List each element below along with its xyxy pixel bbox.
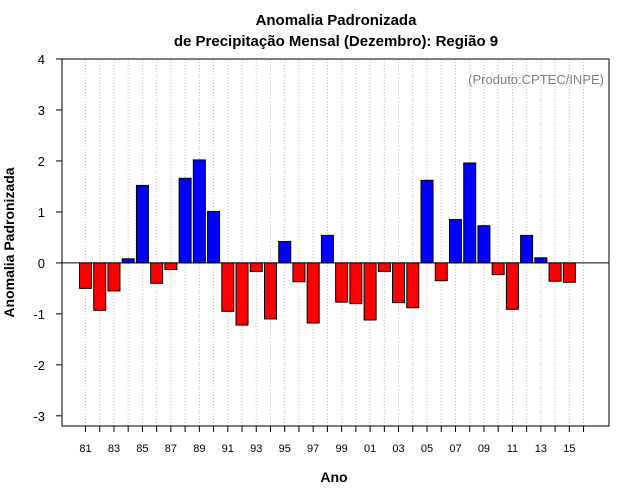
bar-97 (306, 262, 320, 324)
x-tick-label: 95 (279, 443, 291, 455)
bar-82 (93, 262, 107, 311)
grid-lines (85, 59, 585, 426)
x-tick-label: 91 (222, 443, 234, 455)
y-tick-label: -2 (33, 358, 45, 373)
bar-86 (150, 262, 164, 284)
bar-03 (392, 262, 406, 304)
bar-06 (434, 262, 448, 282)
x-tick-label: 93 (250, 443, 262, 455)
x-tick-label: 87 (165, 443, 177, 455)
bar-13 (534, 257, 548, 264)
bar-92 (235, 262, 249, 326)
x-tick-label: 09 (478, 443, 490, 455)
bar-99 (335, 262, 349, 303)
x-tick-label: 99 (336, 443, 348, 455)
y-tick-label: 1 (38, 205, 45, 220)
bar-93 (249, 262, 263, 273)
bar-88 (178, 177, 192, 264)
y-tick-label: 0 (38, 256, 45, 271)
bar-81 (79, 262, 92, 289)
bar-84 (121, 258, 135, 264)
chart-title-line1: Anomalia Padronizada (256, 12, 418, 29)
y-tick-label: -3 (33, 409, 45, 424)
bar-87 (164, 262, 178, 271)
bar-94 (263, 262, 277, 320)
bar-04 (406, 262, 420, 309)
source-annotation: (Produto:CPTEC/INPE) (468, 72, 604, 87)
y-tick-label: 2 (38, 154, 45, 169)
x-axis: 81 83 85 87 89 91 93 95 97 99 01 03 05 07 09 11 13 15 (79, 426, 585, 455)
bar-85 (135, 184, 149, 264)
bar-14 (548, 262, 562, 282)
bar-83 (107, 262, 121, 292)
x-tick-label: 11 (507, 443, 518, 455)
bar-95 (278, 240, 292, 264)
x-tick-label: 15 (563, 443, 575, 455)
x-tick-label: 97 (307, 443, 319, 455)
bar-00 (349, 262, 363, 305)
chart-title-line2: de Precipitação Mensal (Dezembro): Regiã… (174, 33, 498, 50)
x-tick-label: 01 (364, 443, 376, 455)
bar-98 (320, 234, 334, 264)
bar-02 (377, 262, 391, 273)
x-tick-label: 81 (79, 443, 91, 455)
y-axis-label: Anomalia Padronizada (1, 167, 17, 317)
bar-01 (363, 262, 377, 321)
x-axis-label: Ano (320, 469, 347, 485)
bar-15 (562, 262, 576, 283)
bar-09 (477, 225, 491, 264)
y-tick-label: 3 (38, 103, 45, 118)
bar-10 (491, 262, 505, 276)
x-tick-label: 03 (392, 443, 404, 455)
y-tick-label: 4 (38, 52, 45, 67)
bar-12 (520, 234, 534, 264)
bar-05 (420, 179, 434, 264)
bar-96 (292, 262, 306, 283)
bar-07 (448, 219, 462, 264)
x-tick-label: 05 (421, 443, 433, 455)
x-tick-label: 13 (535, 443, 547, 455)
bar-90 (207, 210, 221, 264)
bar-89 (192, 159, 206, 264)
y-axis: -3 -2 -1 0 1 2 3 4 (33, 52, 62, 424)
x-tick-label: 83 (108, 443, 120, 455)
bar-91 (221, 262, 235, 312)
bar-11 (505, 262, 519, 310)
x-tick-label: 85 (136, 443, 148, 455)
y-tick-label: -1 (33, 307, 45, 322)
bar-08 (463, 162, 477, 264)
x-tick-label: 07 (449, 443, 461, 455)
plot-frame (61, 58, 610, 427)
x-tick-label: 89 (193, 443, 205, 455)
bars (79, 159, 576, 326)
